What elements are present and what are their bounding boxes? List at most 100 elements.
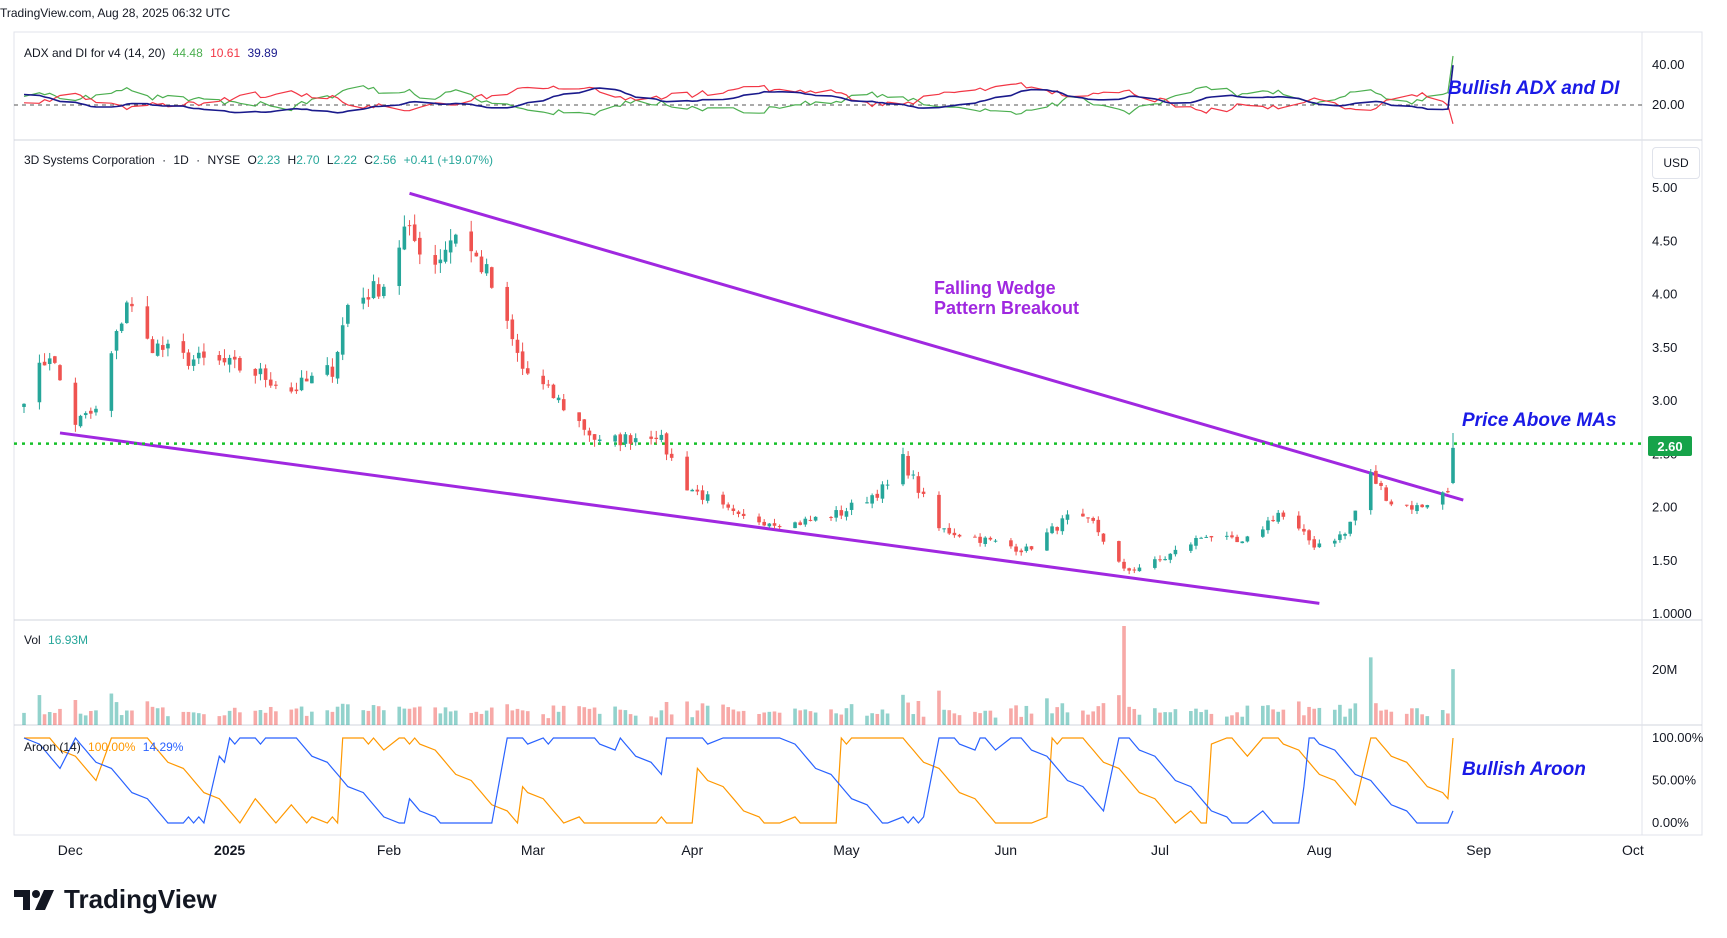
currency-button[interactable]: USD xyxy=(1652,147,1700,179)
volume-bar xyxy=(1230,715,1234,725)
volume-bar xyxy=(160,707,165,725)
candle-body xyxy=(1081,513,1085,517)
volume-bar xyxy=(222,715,227,725)
candle-body xyxy=(289,387,294,392)
volume-bar xyxy=(633,715,638,725)
open-value: 2.23 xyxy=(256,153,281,167)
candle-body xyxy=(834,510,838,518)
candle-body xyxy=(582,419,587,430)
price-tick-label: 2.00 xyxy=(1652,500,1677,515)
candle-body xyxy=(592,434,597,440)
open-label: O xyxy=(247,153,257,167)
candle-body xyxy=(942,528,946,530)
volume-bar xyxy=(289,709,294,725)
candle-body xyxy=(690,489,695,492)
candle-body xyxy=(1240,541,1245,544)
candle-body xyxy=(150,339,155,354)
volume-bar xyxy=(685,701,689,725)
volume-bar xyxy=(1379,710,1383,725)
volume-bar xyxy=(1266,705,1270,725)
candle-body xyxy=(793,522,797,529)
volume-bar xyxy=(1117,695,1121,725)
volume-bar xyxy=(916,701,921,725)
volume-bar xyxy=(880,709,885,725)
volume-bar xyxy=(166,716,170,725)
volume-bar xyxy=(829,709,833,725)
candle-body xyxy=(258,368,263,375)
candle-body xyxy=(1060,518,1065,532)
volume-bar xyxy=(119,715,124,725)
candle-body xyxy=(1173,549,1178,555)
candle-body xyxy=(453,234,458,244)
candle-body xyxy=(1379,482,1383,486)
candle-body xyxy=(1153,559,1157,568)
candle-body xyxy=(541,375,545,385)
candle-body xyxy=(191,359,196,366)
volume-bar xyxy=(885,713,890,725)
candle-body xyxy=(726,504,731,508)
candle-body xyxy=(803,518,808,525)
volume-bar xyxy=(813,712,818,725)
volume-bar xyxy=(561,705,566,725)
volume-bar xyxy=(525,711,530,725)
volume-bar xyxy=(474,711,479,725)
candle-body xyxy=(217,355,222,361)
volume-bar xyxy=(1194,708,1198,725)
volume-bar xyxy=(83,715,88,725)
volume-bar xyxy=(114,702,119,725)
adx-annotation: Bullish ADX and DI xyxy=(1448,78,1620,99)
aroon-tick-label: 100.00% xyxy=(1652,730,1704,745)
candle-body xyxy=(983,537,988,544)
x-axis-label: Oct xyxy=(1622,842,1644,858)
volume-bar xyxy=(587,708,592,725)
candle-body xyxy=(1117,541,1121,562)
candle-body xyxy=(561,399,566,411)
candle-body xyxy=(957,534,962,537)
candle-body xyxy=(875,493,880,498)
volume-bar xyxy=(515,708,520,725)
candle-body xyxy=(448,240,453,253)
candle-body xyxy=(181,341,186,353)
volume-bar xyxy=(1332,709,1337,725)
candle-body xyxy=(47,358,52,364)
candle-body xyxy=(89,410,93,414)
volume-bar xyxy=(299,706,304,725)
volume-bar xyxy=(310,711,314,725)
price-annotation: Price Above MAs xyxy=(1462,410,1617,431)
volume-bar xyxy=(78,713,83,725)
candle-body xyxy=(510,319,515,340)
candle-body xyxy=(865,502,869,504)
volume-bar xyxy=(443,707,448,725)
volume-bar xyxy=(1302,715,1306,725)
candle-body xyxy=(1415,505,1419,512)
candle-body xyxy=(628,435,633,444)
volume-bar xyxy=(1276,711,1281,725)
candle-body xyxy=(952,532,957,536)
candle-body xyxy=(1101,533,1106,542)
brand-name: TradingView xyxy=(64,884,217,914)
volume-bar xyxy=(1122,626,1126,725)
volume-bar xyxy=(592,707,597,725)
volume-bar xyxy=(505,704,509,725)
volume-bar xyxy=(700,703,705,725)
chart-frame xyxy=(13,31,1703,836)
wedge-label-line-2: Pattern Breakout xyxy=(934,298,1080,318)
candle-body xyxy=(551,384,556,399)
candles-group xyxy=(22,214,1455,575)
volume-bar xyxy=(808,711,813,725)
volume-bar xyxy=(1389,711,1394,725)
volume-bar xyxy=(1271,709,1275,725)
candle-body xyxy=(166,343,170,349)
volume-bar xyxy=(418,706,422,725)
volume-bar xyxy=(484,710,489,725)
x-axis-label: Sep xyxy=(1466,842,1491,858)
adx-legend: ADX and DI for v4 (14, 20) 44.48 10.61 3… xyxy=(24,46,282,60)
volume-bar xyxy=(510,710,515,725)
volume-bar xyxy=(911,714,916,725)
candle-body xyxy=(1312,539,1317,548)
x-axis-label: Dec xyxy=(58,842,83,858)
volume-bar xyxy=(628,714,633,725)
candle-body xyxy=(109,353,114,411)
volume-bar xyxy=(921,716,926,725)
